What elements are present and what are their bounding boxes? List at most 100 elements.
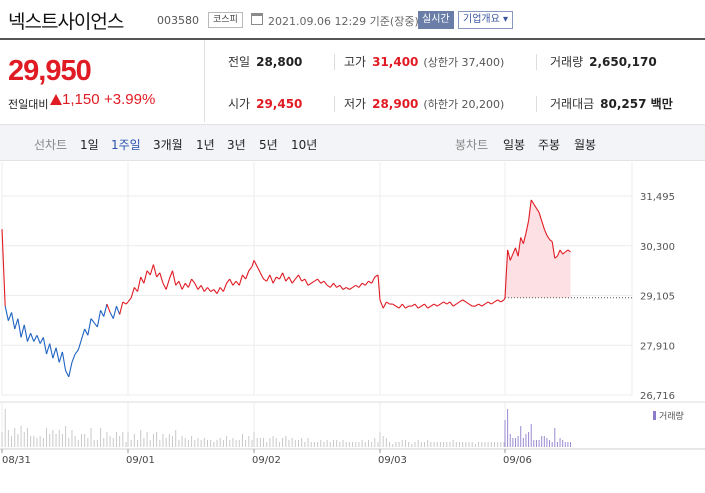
price-line-segment [285, 276, 290, 282]
price-line-segment [191, 278, 196, 284]
price-line-segment [65, 370, 70, 378]
stat-label: 시가 [228, 97, 251, 111]
price-line-segment [304, 278, 309, 286]
price-line-segment [253, 260, 258, 267]
price-line-segment [156, 272, 161, 278]
price-line-segment [33, 335, 38, 342]
price-line-segment [487, 301, 492, 305]
price-line-segment [481, 303, 486, 307]
price-line-segment [7, 312, 13, 321]
price-line-segment [17, 318, 22, 338]
market-badge: 코스피 [208, 12, 243, 28]
price-line-segment [125, 301, 129, 305]
x-tick-label: 09/01 [126, 455, 155, 466]
current-price: 29,950 [8, 55, 92, 87]
x-tick-label: 09/02 [252, 455, 281, 466]
price-line-segment [490, 301, 495, 305]
tab-10y[interactable]: 10년 [291, 138, 318, 152]
price-line-segment [392, 303, 397, 307]
price-line-segment [398, 303, 403, 309]
price-line-segment [159, 272, 164, 284]
price-line-segment [256, 266, 261, 274]
price-line-segment [181, 282, 186, 290]
divider [536, 96, 537, 112]
price-line-segment [301, 278, 306, 282]
price-line-segment [100, 310, 105, 317]
price-line-segment [259, 272, 265, 280]
price-line-segment [417, 305, 422, 309]
y-tick-label: 26,716 [640, 391, 675, 402]
price-line-segment [272, 276, 277, 284]
price-line-segment [235, 280, 240, 286]
price-line-segment [149, 264, 154, 276]
price-line-segment [90, 318, 95, 324]
stat-open: 시가 29,450 [228, 95, 302, 113]
price-line-segment [291, 278, 296, 284]
timestamp: 2021.09.06 12:29 기준(장중) [268, 15, 419, 28]
price-line-segment [567, 249, 571, 253]
price-line-segment [45, 343, 51, 355]
price-line-segment [475, 303, 479, 307]
price-line-segment [314, 278, 318, 282]
change-label: 전일대비 [8, 98, 49, 111]
price-line-segment [109, 312, 114, 319]
price-line-segment [349, 286, 353, 290]
chart-grid [0, 162, 705, 450]
price-line-segment [103, 303, 108, 317]
price-line-segment [541, 220, 545, 230]
price-line-segment [222, 283, 228, 292]
price-line-segment [317, 278, 322, 284]
y-tick-label: 27,910 [640, 341, 675, 352]
tab-monthly[interactable]: 월봉 [574, 138, 597, 152]
tab-1w[interactable]: 1주일 [111, 138, 141, 152]
price-line-segment [26, 333, 32, 342]
price-line-segment [96, 310, 102, 328]
price-line-segment [229, 278, 234, 286]
price-line-segment [504, 249, 509, 298]
price-line-segment [533, 203, 537, 209]
price-line-segment [278, 272, 284, 280]
stat-value: 28,900 [372, 97, 419, 111]
company-overview-button[interactable]: 기업개요 ▾ [458, 11, 513, 29]
stat-high: 고가 31,400 (상한가 37,400) [344, 53, 504, 71]
price-line-segment [49, 343, 54, 359]
price-line-segment [219, 287, 224, 292]
price-line-segment [554, 255, 558, 259]
tab-1y[interactable]: 1년 [196, 138, 215, 152]
price-line-segment [395, 305, 400, 309]
tab-daily[interactable]: 일봉 [503, 138, 526, 152]
price-line-segment [449, 301, 454, 307]
divider [334, 54, 335, 70]
price-line-segment [355, 284, 360, 288]
price-line-segment [421, 303, 425, 307]
tab-3m[interactable]: 3개월 [153, 138, 183, 152]
stat-low: 저가 28,900 (하한가 20,200) [344, 95, 504, 113]
price-line-segment [478, 303, 483, 307]
price-line-segment [446, 301, 451, 305]
price-line-segment [433, 303, 438, 307]
price-line-segment [503, 297, 506, 301]
price-line-segment [130, 287, 135, 298]
price-line-segment [509, 253, 514, 261]
price-line-segment [352, 284, 357, 288]
tab-3y[interactable]: 3년 [227, 138, 246, 152]
price-line-segment [106, 303, 111, 313]
price-line-segment [507, 249, 511, 261]
price-line-segment [4, 306, 9, 321]
price-line-segment [203, 287, 208, 292]
realtime-button[interactable]: 실시간 [418, 11, 454, 29]
price-line-segment [307, 282, 312, 286]
tab-weekly[interactable]: 주봉 [538, 138, 561, 152]
price-line-segment [522, 233, 527, 244]
price-line-segment [520, 237, 524, 244]
price-line-segment [175, 280, 180, 286]
price-line-segment [443, 301, 448, 305]
tab-1d[interactable]: 1일 [80, 138, 99, 152]
price-line-segment [401, 303, 406, 309]
price-line-segment [528, 199, 532, 221]
tab-5y[interactable]: 5년 [259, 138, 278, 152]
price-line-segment [546, 235, 551, 240]
price-line-segment [374, 274, 379, 278]
price-line-segment [320, 280, 325, 284]
price-line-segment [210, 289, 215, 293]
